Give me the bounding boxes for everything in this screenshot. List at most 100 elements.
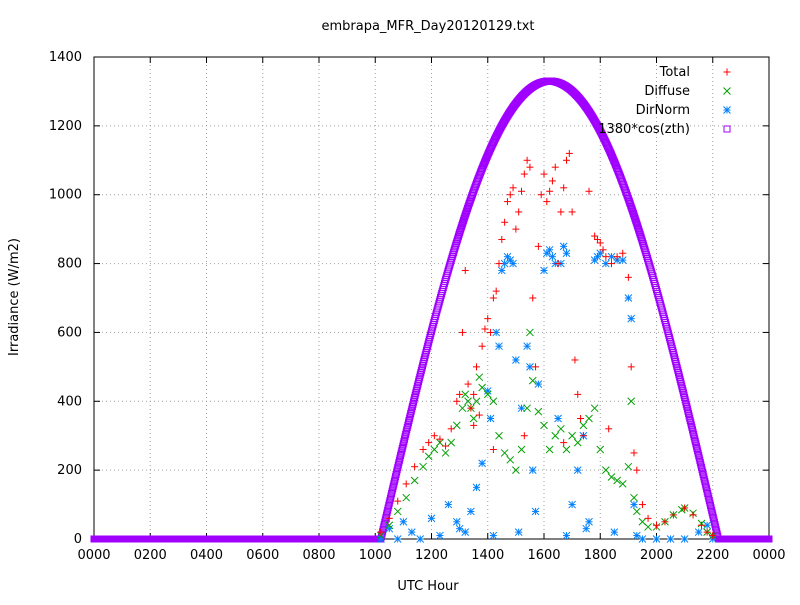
diffuse-point [562,445,571,454]
cos-zth-point [384,504,392,512]
diffuse-point [469,414,478,423]
cross-stroke [393,507,402,516]
total-point [568,208,576,216]
dirnorm-point [483,387,492,395]
cos-zth-point [696,456,704,464]
dirnorm-point [509,259,517,268]
cos-zth-point [414,380,422,388]
star-stroke [528,466,537,474]
cos-zth-point [380,523,388,531]
total-point [574,390,582,398]
total-point [526,163,534,171]
diffuse-point [528,376,537,385]
cos-zth-point [410,396,418,404]
total-point [430,432,438,440]
cos-zth-point [403,426,411,434]
dirnorm-point [393,535,402,543]
total-point [442,442,450,450]
star-stroke [562,531,571,540]
cross-stroke [585,414,593,423]
cos-zth-point [701,480,709,488]
star-stroke [540,266,548,275]
cos-zth-point [674,369,682,377]
cos-zth-point [684,407,692,415]
diffuse-point [624,462,633,471]
cross-stroke [523,404,531,413]
cos-zth-point [419,360,427,368]
total-point [681,504,689,512]
total-point [579,432,587,440]
total-point [461,266,469,274]
cos-zth-point [399,442,407,450]
total-point [698,521,705,529]
x-tick-label: 2200 [696,548,729,563]
dirnorm-point [495,342,503,351]
cos-zth-point [671,355,679,363]
cross-stroke [590,404,599,413]
cos-zth-point [686,416,694,424]
dirnorm-point [540,266,548,275]
cos-zth-point [704,490,712,498]
cos-zth-point [689,428,697,436]
cos-zth-point [386,494,394,502]
diffuse-point [410,476,419,485]
total-point [458,328,466,336]
dirnorm-point [627,314,636,323]
total-point [560,439,568,447]
cross-stroke [638,517,647,526]
cos-zth-point [678,384,686,392]
diffuse-point [512,466,520,474]
dirnorm-point [559,242,568,251]
star-stroke [638,535,647,543]
cos-zth-point [386,497,394,505]
cos-zth-point [701,478,709,486]
dirnorm-point [680,535,689,543]
cos-zth-point [398,444,406,452]
cos-zth-point [633,222,641,230]
dirnorm-point [573,466,582,474]
dirnorm-point [630,500,638,509]
cos-zth-point [397,452,405,460]
cos-zth-point [669,347,677,355]
legend-label: 1380*cos(zth) [598,122,690,137]
diffuse-point [478,383,486,392]
total-point [467,404,475,412]
cos-zth-point [682,398,690,406]
dirnorm-point [666,535,675,543]
plot-border [93,56,770,540]
cos-zth-point [420,355,428,363]
star-stroke [452,517,461,526]
star-stroke [486,414,495,423]
cos-zth-point [401,435,408,443]
cos-zth-point [390,478,398,486]
total-point [703,528,711,536]
x-tick-label: 0800 [302,548,335,563]
diffuse-point [458,404,467,413]
cos-zth-point [692,440,700,448]
star-stroke [559,242,568,251]
star-stroke [630,500,638,509]
cos-zth-point [423,344,431,352]
cross-stroke [534,407,543,416]
cross-stroke [630,493,638,502]
cos-zth-point [678,382,686,390]
chart-title: embrapa_MFR_Day20120129.txt [321,19,534,34]
dirnorm-point [554,414,562,423]
total-point [509,184,517,192]
diffuse-point [618,480,627,488]
cross-stroke [458,404,467,413]
x-tick-label: 0600 [246,548,279,563]
total-point [596,239,604,247]
star-stroke [723,106,731,114]
total-point [385,514,393,522]
y-axis-label: Irradiance (W/m2) [7,238,22,356]
total-point [644,514,652,522]
star-stroke [602,259,610,268]
dirnorm-point [652,535,661,543]
dirnorm-point [444,500,453,509]
star-stroke [427,514,436,523]
x-tick-label: 2000 [640,548,673,563]
cos-zth-point [687,421,695,429]
total-point [498,235,506,243]
